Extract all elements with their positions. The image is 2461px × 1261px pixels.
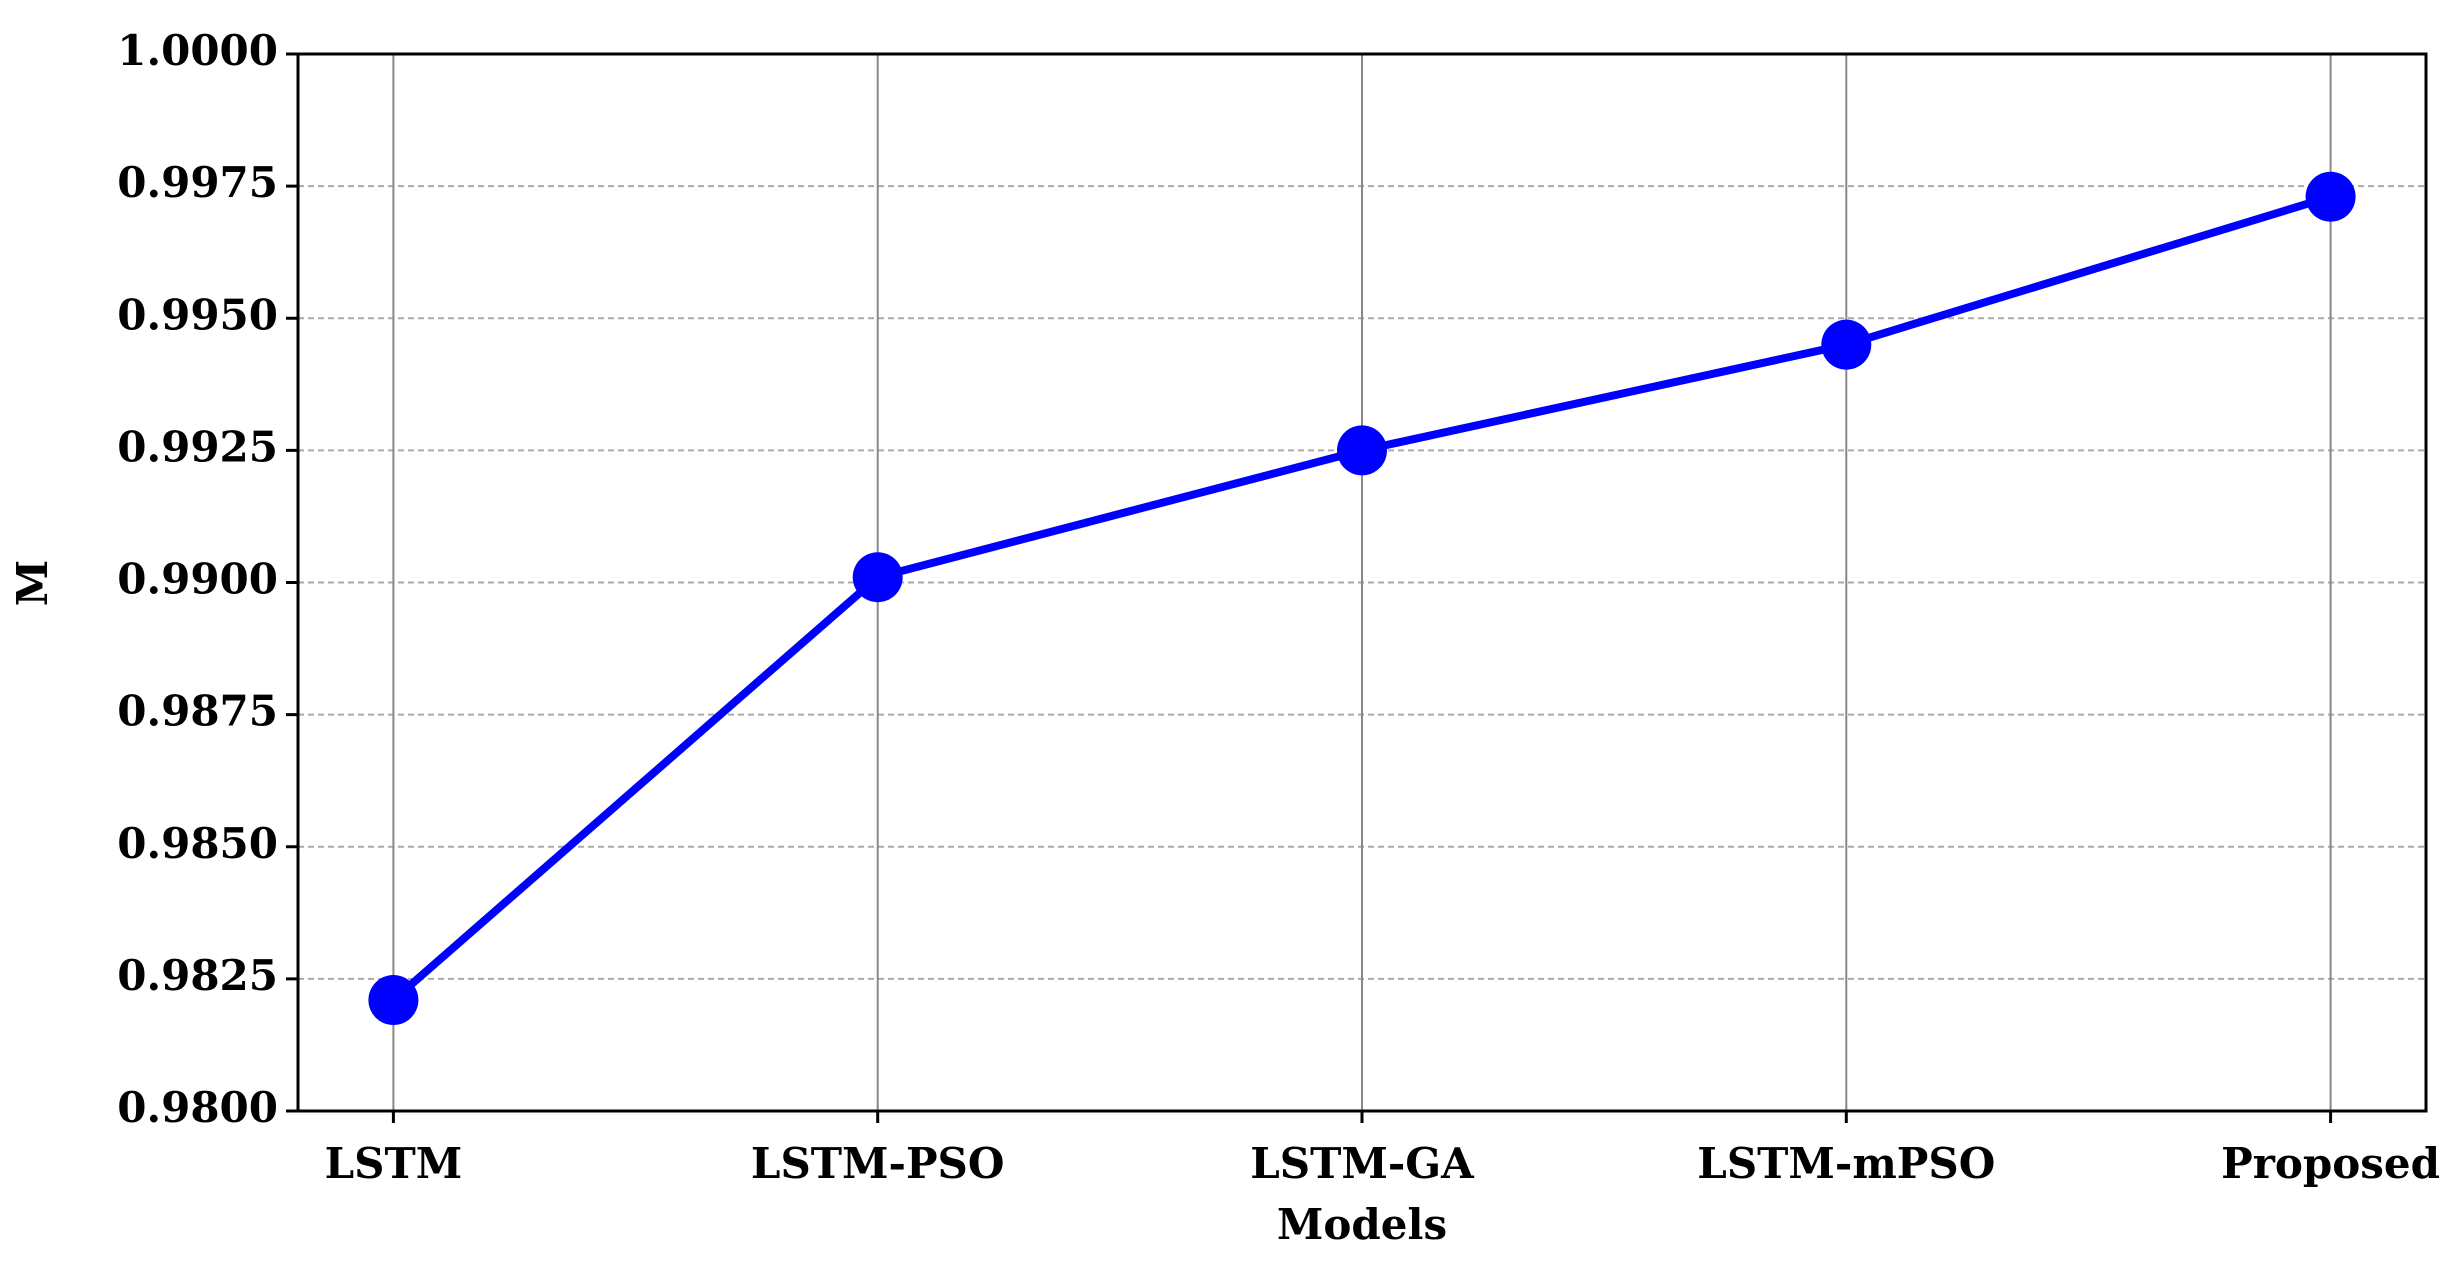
y-tick-label: 0.9950 [117,290,278,339]
labels: 0.9800 0.9825 0.9850 0.9875 0.9900 0.9925 0.99… [117,26,2440,1188]
x-tick-label: LSTM-mPSO [1697,1139,1995,1188]
marker [368,975,419,1026]
x-tick-label: LSTM-GA [1250,1139,1475,1188]
y-tick-label: 0.9800 [117,1083,278,1132]
y-tick-label: 0.9875 [117,687,278,736]
x-tick-label: Proposed [2221,1139,2440,1188]
x-axis-label: Models [1277,1200,1447,1249]
y-tick-label: 0.9850 [117,819,278,868]
x-tick-label: LSTM [325,1139,463,1188]
y-tick-label: 0.9975 [117,158,278,207]
y-tick-label: 1.0000 [117,26,278,75]
marker [2305,171,2356,222]
y-axis-label: M [8,560,57,607]
grid [298,53,2426,1112]
y-tick-label: 0.9900 [117,555,278,604]
marker [852,552,903,603]
marker [1821,319,1872,370]
x-tick-label: LSTM-PSO [751,1139,1005,1188]
y-tick-label: 0.9925 [117,422,278,471]
marks [368,171,2356,1026]
marker [1337,425,1387,476]
y-tick-label: 0.9825 [117,951,278,1000]
